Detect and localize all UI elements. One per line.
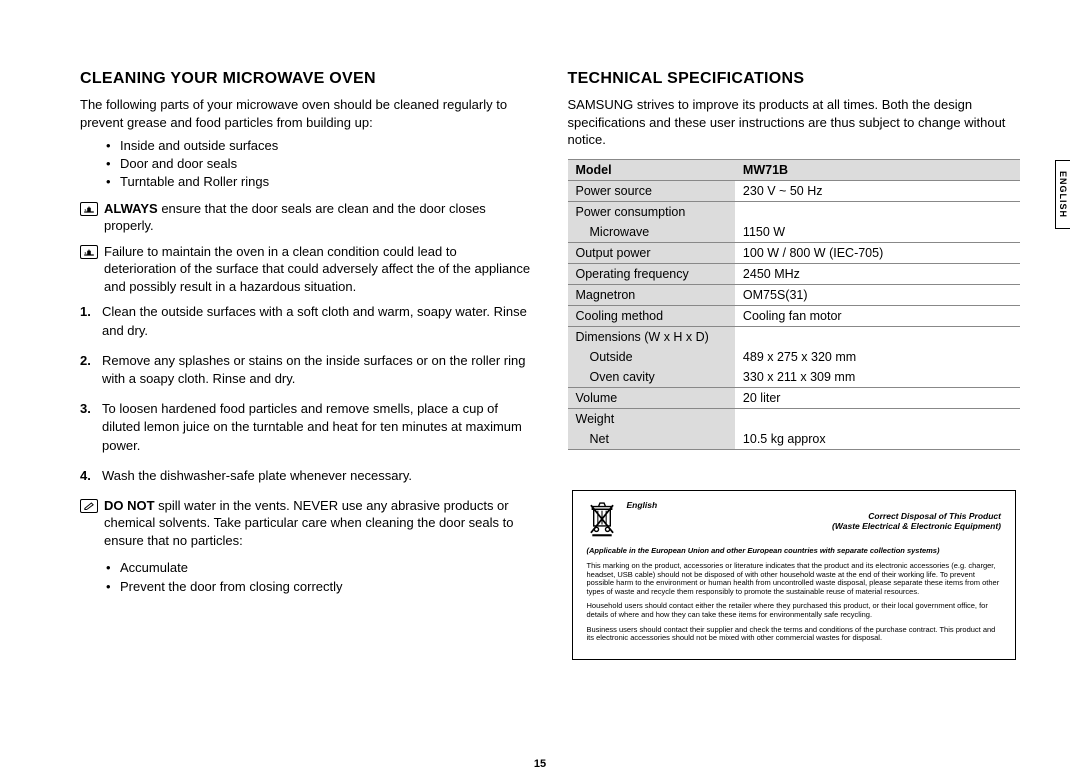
- disposal-title-2: (Waste Electrical & Electronic Equipment…: [627, 522, 1002, 532]
- language-tab: ENGLISH: [1055, 160, 1070, 229]
- specs-title: TECHNICAL SPECIFICATIONS: [568, 70, 1021, 88]
- spec-label: Power source: [568, 180, 735, 201]
- spec-label: Cooling method: [568, 305, 735, 326]
- spec-value: [735, 326, 1020, 347]
- list-item: Door and door seals: [120, 155, 533, 173]
- spec-value: 100 W / 800 W (IEC-705): [735, 242, 1020, 263]
- spec-value: 2450 MHz: [735, 263, 1020, 284]
- spec-label: Oven cavity: [568, 367, 735, 388]
- spec-label: Microwave: [568, 222, 735, 243]
- note-failure: Failure to maintain the oven in a clean …: [80, 243, 533, 296]
- spec-label: Net: [568, 429, 735, 450]
- spec-label: Power consumption: [568, 201, 735, 222]
- list-item: Inside and outside surfaces: [120, 137, 533, 155]
- pencil-note-icon: [80, 499, 98, 513]
- spec-value: [735, 201, 1020, 222]
- specs-table: Model MW71B Power source230 V ~ 50 HzPow…: [568, 159, 1021, 450]
- list-item: Prevent the door from closing correctly: [120, 577, 533, 597]
- spec-value: OM75S(31): [735, 284, 1020, 305]
- spec-label: Magnetron: [568, 284, 735, 305]
- donot-sublist: Accumulate Prevent the door from closing…: [80, 558, 533, 597]
- cleaning-parts-list: Inside and outside surfaces Door and doo…: [80, 137, 533, 192]
- weee-bin-icon: [587, 501, 617, 540]
- disposal-lang: English: [627, 501, 1002, 511]
- spec-label: Outside: [568, 347, 735, 367]
- spec-label: Volume: [568, 387, 735, 408]
- left-column: CLEANING YOUR MICROWAVE OVEN The followi…: [80, 70, 533, 660]
- hand-note-icon: [80, 202, 98, 216]
- note-always: ALWAYS ensure that the door seals are cl…: [80, 200, 533, 235]
- note-text: Failure to maintain the oven in a clean …: [104, 243, 533, 296]
- spec-label: Dimensions (W x H x D): [568, 326, 735, 347]
- note-donot: DO NOT spill water in the vents. NEVER u…: [80, 497, 533, 550]
- table-header-model: Model: [568, 159, 735, 180]
- spec-value: 489 x 275 x 320 mm: [735, 347, 1020, 367]
- disposal-para: This marking on the product, accessories…: [587, 562, 1002, 597]
- disposal-box: English Correct Disposal of This Product…: [572, 490, 1017, 660]
- spec-label: Output power: [568, 242, 735, 263]
- list-item: Accumulate: [120, 558, 533, 578]
- spec-label: Operating frequency: [568, 263, 735, 284]
- note-text: ALWAYS ensure that the door seals are cl…: [104, 200, 533, 235]
- step-item: Clean the outside surfaces with a soft c…: [102, 303, 533, 339]
- table-header-value: MW71B: [735, 159, 1020, 180]
- spec-label: Weight: [568, 408, 735, 429]
- spec-value: 230 V ~ 50 Hz: [735, 180, 1020, 201]
- note-text: DO NOT spill water in the vents. NEVER u…: [104, 497, 533, 550]
- cleaning-steps: Clean the outside surfaces with a soft c…: [80, 303, 533, 485]
- cleaning-intro: The following parts of your microwave ov…: [80, 96, 533, 131]
- step-item: Wash the dishwasher-safe plate whenever …: [102, 467, 533, 485]
- page-number: 15: [0, 758, 1080, 770]
- specs-intro: SAMSUNG strives to improve its products …: [568, 96, 1021, 149]
- spec-value: 10.5 kg approx: [735, 429, 1020, 450]
- hand-note-icon: [80, 245, 98, 259]
- right-column: TECHNICAL SPECIFICATIONS SAMSUNG strives…: [568, 70, 1021, 660]
- step-item: Remove any splashes or stains on the ins…: [102, 352, 533, 388]
- disposal-para: Business users should contact their supp…: [587, 626, 1002, 643]
- list-item: Turntable and Roller rings: [120, 173, 533, 191]
- spec-value: 20 liter: [735, 387, 1020, 408]
- cleaning-title: CLEANING YOUR MICROWAVE OVEN: [80, 70, 533, 88]
- spec-value: Cooling fan motor: [735, 305, 1020, 326]
- disposal-applicable: (Applicable in the European Union and ot…: [587, 547, 1002, 556]
- step-item: To loosen hardened food particles and re…: [102, 400, 533, 455]
- disposal-para: Household users should contact either th…: [587, 602, 1002, 619]
- spec-value: [735, 408, 1020, 429]
- spec-value: 1150 W: [735, 222, 1020, 243]
- spec-value: 330 x 211 x 309 mm: [735, 367, 1020, 388]
